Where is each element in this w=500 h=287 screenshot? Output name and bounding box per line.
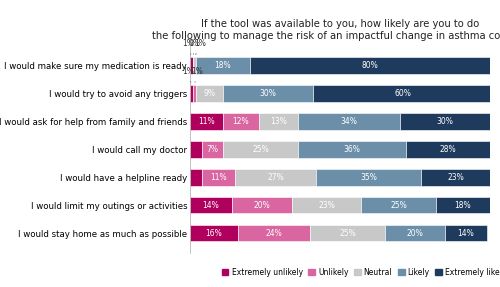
Bar	[223, 85, 313, 102]
Text: 35%: 35%	[360, 173, 377, 182]
Bar	[385, 225, 445, 241]
Text: 25%: 25%	[339, 228, 356, 238]
Bar	[190, 225, 238, 241]
Bar	[190, 141, 202, 158]
Text: 7%: 7%	[206, 145, 218, 154]
Bar	[196, 85, 223, 102]
Bar	[250, 57, 490, 74]
Text: 1%: 1%	[182, 67, 194, 82]
Bar	[202, 169, 235, 185]
Bar	[238, 225, 310, 241]
Bar	[310, 225, 385, 241]
Bar	[190, 197, 232, 214]
Bar	[316, 169, 421, 185]
Title: If the tool was available to you, how likely are you to do
the following to mana: If the tool was available to you, how li…	[152, 20, 500, 41]
Bar	[400, 113, 490, 130]
Bar	[223, 113, 259, 130]
Bar	[259, 113, 298, 130]
Bar	[292, 197, 361, 214]
Bar	[190, 57, 193, 74]
Text: 12%: 12%	[232, 117, 250, 126]
Text: 28%: 28%	[440, 145, 456, 154]
Bar	[202, 141, 223, 158]
Text: 18%: 18%	[214, 61, 232, 70]
Text: 9%: 9%	[204, 89, 216, 98]
Text: 20%: 20%	[406, 228, 424, 238]
Text: 11%: 11%	[198, 117, 215, 126]
Text: 13%: 13%	[270, 117, 287, 126]
Bar	[298, 113, 400, 130]
Bar	[190, 169, 202, 185]
Text: 16%: 16%	[206, 228, 222, 238]
Text: 1%: 1%	[194, 39, 206, 55]
Text: 14%: 14%	[202, 201, 220, 210]
Text: 20%: 20%	[254, 201, 270, 210]
Text: 36%: 36%	[344, 145, 360, 154]
Bar	[193, 85, 196, 102]
Bar	[232, 197, 292, 214]
Text: 18%: 18%	[454, 201, 471, 210]
Text: 25%: 25%	[252, 145, 269, 154]
Text: 60%: 60%	[394, 89, 411, 98]
Text: 27%: 27%	[267, 173, 284, 182]
Bar	[313, 85, 493, 102]
Text: 1%: 1%	[182, 39, 194, 55]
Text: 24%: 24%	[266, 228, 282, 238]
Bar	[298, 141, 406, 158]
Bar	[421, 169, 490, 185]
Bar	[361, 197, 436, 214]
Text: 25%: 25%	[390, 201, 407, 210]
Bar	[235, 169, 316, 185]
Bar	[193, 57, 196, 74]
Bar	[436, 197, 490, 214]
Bar	[445, 225, 487, 241]
Bar	[406, 141, 490, 158]
Text: 14%: 14%	[458, 228, 474, 238]
Text: 23%: 23%	[447, 173, 464, 182]
Legend: Extremely unlikely, Unlikely, Neutral, Likely, Extremely likely: Extremely unlikely, Unlikely, Neutral, L…	[218, 265, 500, 280]
Text: 30%: 30%	[436, 117, 454, 126]
Text: 34%: 34%	[340, 117, 357, 126]
Text: 30%: 30%	[260, 89, 276, 98]
Bar	[223, 141, 298, 158]
Bar	[196, 57, 250, 74]
Bar	[190, 85, 193, 102]
Bar	[190, 113, 223, 130]
Text: 1%: 1%	[191, 67, 203, 82]
Text: 11%: 11%	[210, 173, 227, 182]
Text: 23%: 23%	[318, 201, 335, 210]
Text: 80%: 80%	[362, 61, 378, 70]
Text: 0%: 0%	[188, 39, 200, 54]
